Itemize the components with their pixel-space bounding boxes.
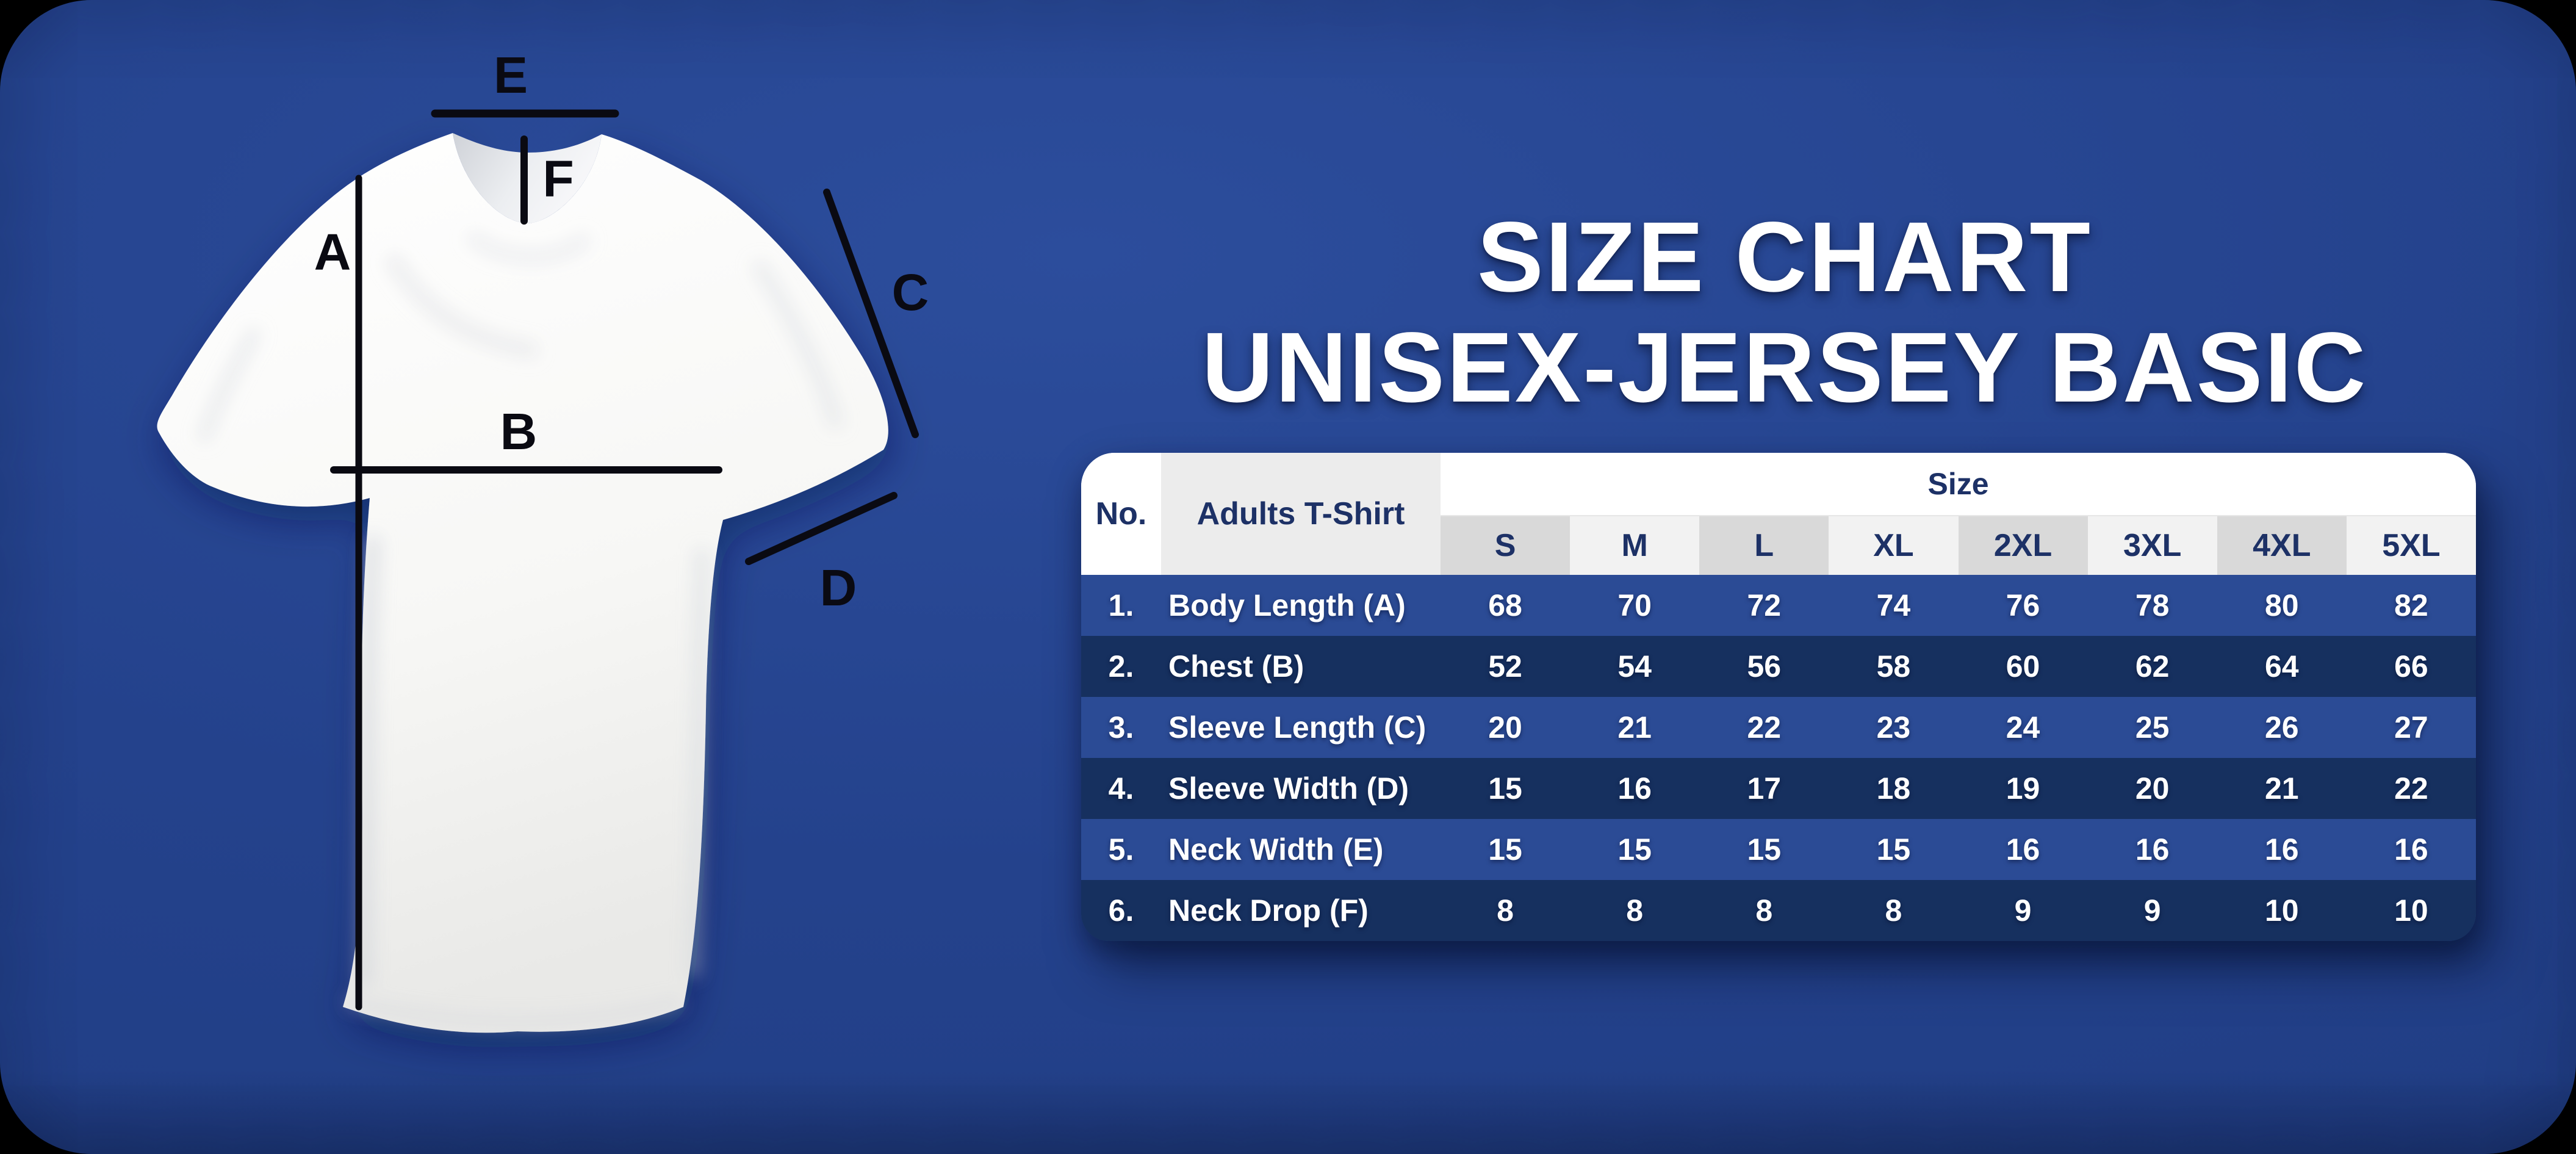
value-l: 56	[1747, 649, 1782, 683]
value-2xl: 24	[2006, 710, 2040, 745]
table-row: 2. Chest (B) 52 54 56 58 60 62 64 66	[1081, 636, 2476, 697]
value-4xl: 80	[2265, 588, 2299, 622]
value-3xl: 62	[2135, 649, 2170, 683]
value-xl: 15	[1876, 832, 1911, 867]
value-l: 72	[1747, 588, 1782, 622]
line-sleeve-length-C	[823, 189, 919, 438]
marker-F: F	[542, 150, 574, 207]
row-number: 2.	[1108, 649, 1134, 683]
value-m: 8	[1626, 893, 1644, 928]
title-line-1: SIZE CHART	[1477, 201, 2092, 312]
value-s: 68	[1488, 588, 1522, 622]
value-4xl: 26	[2265, 710, 2299, 745]
value-5xl: 66	[2394, 649, 2428, 683]
value-s: 15	[1488, 832, 1522, 867]
value-5xl: 27	[2394, 710, 2428, 745]
header-no: No.	[1081, 453, 1161, 575]
value-xl: 74	[1876, 588, 1911, 622]
value-l: 8	[1755, 893, 1773, 928]
value-xl: 18	[1876, 771, 1911, 806]
value-s: 15	[1488, 771, 1522, 806]
marker-C: C	[892, 264, 929, 321]
row-label: Sleeve Width (D)	[1168, 771, 1409, 806]
line-sleeve-width-D	[745, 492, 898, 565]
measurement-labels: E F A B C D	[314, 46, 929, 616]
table-row: 4. Sleeve Width (D) 15 16 17 18 19 20 21 22	[1081, 758, 2476, 819]
marker-D: D	[820, 559, 857, 616]
value-l: 17	[1747, 771, 1782, 806]
value-4xl: 16	[2265, 832, 2299, 867]
value-xl: 23	[1876, 710, 1911, 745]
row-number: 5.	[1108, 832, 1134, 867]
table-row: 3. Sleeve Length (C) 20 21 22 23 24 25 26 27	[1081, 697, 2476, 758]
value-l: 22	[1747, 710, 1782, 745]
header-size-5xl: 5XL	[2346, 515, 2476, 575]
table-header: No. Adults T-Shirt Size S M L XL 2XL 3XL 4XL 5X…	[1081, 453, 2476, 575]
value-4xl: 64	[2265, 649, 2299, 683]
table-row: 1. Body Length (A) 68 70 72 74 76 78 80 82	[1081, 575, 2476, 636]
value-2xl: 76	[2006, 588, 2040, 622]
header-size-3xl: 3XL	[2087, 515, 2217, 575]
tshirt-illustration: E F A B C D	[0, 0, 1037, 1154]
value-4xl: 21	[2265, 771, 2299, 806]
tshirt-body	[157, 133, 888, 1033]
row-number: 6.	[1108, 893, 1134, 928]
value-s: 52	[1488, 649, 1522, 683]
measurement-lines	[330, 109, 919, 1011]
value-3xl: 78	[2135, 588, 2170, 622]
title-line-2: UNISEX-JERSEY BASIC	[1201, 311, 2368, 423]
size-chart-table: No. Adults T-Shirt Size S M L XL 2XL 3XL 4XL 5X…	[1081, 453, 2476, 941]
value-m: 21	[1617, 710, 1652, 745]
marker-E: E	[494, 46, 528, 104]
header-size-xl: XL	[1829, 515, 1959, 575]
row-number: 3.	[1108, 710, 1134, 745]
value-m: 15	[1617, 832, 1652, 867]
value-5xl: 16	[2394, 832, 2428, 867]
row-label: Sleeve Length (C)	[1168, 710, 1427, 745]
header-adults-tshirt: Adults T-Shirt	[1161, 453, 1441, 575]
value-5xl: 22	[2394, 771, 2428, 806]
row-number: 4.	[1108, 771, 1134, 806]
row-label: Neck Width (E)	[1168, 832, 1384, 867]
tshirt-svg: E F A B C D	[157, 46, 929, 1033]
table-row: 6. Neck Drop (F) 8 8 8 8 9 9 10 10	[1081, 880, 2476, 941]
header-size-4xl: 4XL	[2217, 515, 2347, 575]
header-size-s: S	[1441, 515, 1570, 575]
value-4xl: 10	[2265, 893, 2299, 928]
value-3xl: 25	[2135, 710, 2170, 745]
value-m: 54	[1617, 649, 1652, 683]
value-2xl: 16	[2006, 832, 2040, 867]
value-2xl: 9	[2014, 893, 2032, 928]
value-m: 70	[1617, 588, 1652, 622]
fabric-creases	[196, 230, 844, 1026]
marker-A: A	[314, 223, 351, 281]
value-xl: 58	[1876, 649, 1911, 683]
value-3xl: 16	[2135, 832, 2170, 867]
value-5xl: 10	[2394, 893, 2428, 928]
value-2xl: 19	[2006, 771, 2040, 806]
table-body: 1. Body Length (A) 68 70 72 74 76 78 80 82 2. Chest…	[1081, 575, 2476, 941]
page-title: SIZE CHART UNISEX-JERSEY BASIC	[1104, 201, 2465, 422]
row-label: Chest (B)	[1168, 649, 1304, 683]
value-3xl: 20	[2135, 771, 2170, 806]
value-5xl: 82	[2394, 588, 2428, 622]
header-size-l: L	[1699, 515, 1829, 575]
table-row: 5. Neck Width (E) 15 15 15 15 16 16 16 16	[1081, 819, 2476, 880]
value-s: 8	[1497, 893, 1514, 928]
row-label: Body Length (A)	[1168, 588, 1406, 622]
value-l: 15	[1747, 832, 1782, 867]
value-m: 16	[1617, 771, 1652, 806]
value-xl: 8	[1885, 893, 1902, 928]
value-s: 20	[1488, 710, 1522, 745]
header-size-2xl: 2XL	[1958, 515, 2088, 575]
header-size-m: M	[1570, 515, 1700, 575]
value-3xl: 9	[2143, 893, 2161, 928]
row-label: Neck Drop (F)	[1168, 893, 1369, 928]
marker-B: B	[500, 403, 538, 460]
header-size-group: Size	[1441, 453, 2476, 515]
row-number: 1.	[1108, 588, 1134, 622]
value-2xl: 60	[2006, 649, 2040, 683]
